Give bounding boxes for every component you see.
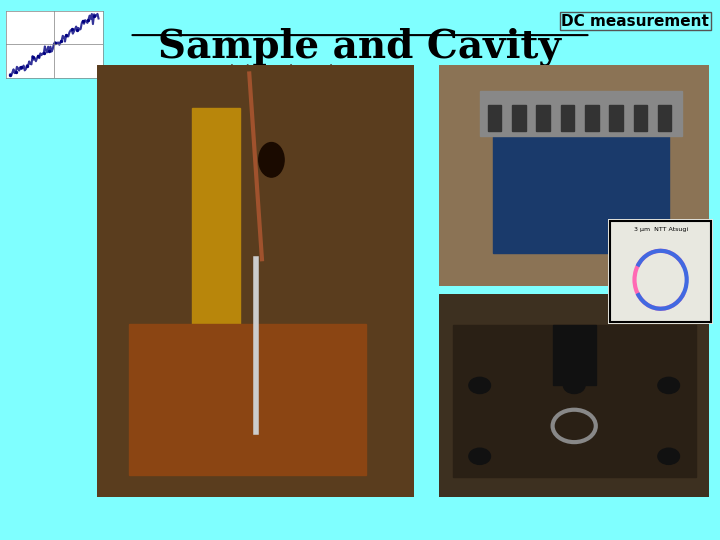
Bar (192, 108, 240, 346)
Bar (493, 131, 669, 253)
Bar (658, 105, 672, 131)
Bar (488, 105, 501, 131)
Point (55, 37, 66, 46)
Bar (512, 105, 526, 131)
Point (27, 52, 38, 61)
Point (38, 48, 50, 57)
Point (77, 17, 89, 25)
Bar (536, 105, 550, 131)
Text: V$_{\rm m}$ line: V$_{\rm m}$ line (227, 195, 287, 217)
Text: Microwave line: Microwave line (270, 136, 394, 154)
Text: 3 μm  NTT Atsugi: 3 μm NTT Atsugi (634, 227, 688, 232)
Point (44, 46, 55, 55)
Point (32, 52, 44, 60)
Circle shape (564, 377, 585, 394)
Text: I$_{\rm bias}$ line: I$_{\rm bias}$ line (126, 190, 192, 211)
Circle shape (658, 448, 680, 464)
Text: To mixing chamber: To mixing chamber (187, 64, 359, 82)
Bar (609, 105, 623, 131)
Point (71, 26, 83, 35)
Text: Sample and Cavity: Sample and Cavity (158, 27, 562, 65)
Circle shape (469, 377, 490, 394)
Bar (97, 65, 414, 497)
Bar (480, 91, 683, 136)
Point (16, 63, 27, 72)
Circle shape (469, 448, 490, 464)
Text: A loop: A loop (445, 332, 497, 350)
Point (66, 24, 78, 33)
Text: DC measurement: DC measurement (562, 14, 709, 29)
Circle shape (658, 377, 680, 394)
Point (89, 11, 100, 20)
Point (10, 68, 22, 76)
Point (49, 38, 60, 47)
Point (21, 62, 32, 70)
Circle shape (258, 143, 284, 177)
Bar (129, 324, 366, 475)
Bar (585, 105, 598, 131)
Bar (553, 325, 596, 386)
Text: Cavity: Cavity (302, 446, 359, 463)
Text: Thermometer: Thermometer (135, 138, 250, 156)
Bar (561, 105, 575, 131)
Bar (634, 105, 647, 131)
Point (4, 70, 16, 79)
Bar (453, 325, 696, 476)
Point (83, 16, 94, 24)
Point (60, 31, 72, 39)
Text: Samples: Samples (504, 244, 581, 262)
